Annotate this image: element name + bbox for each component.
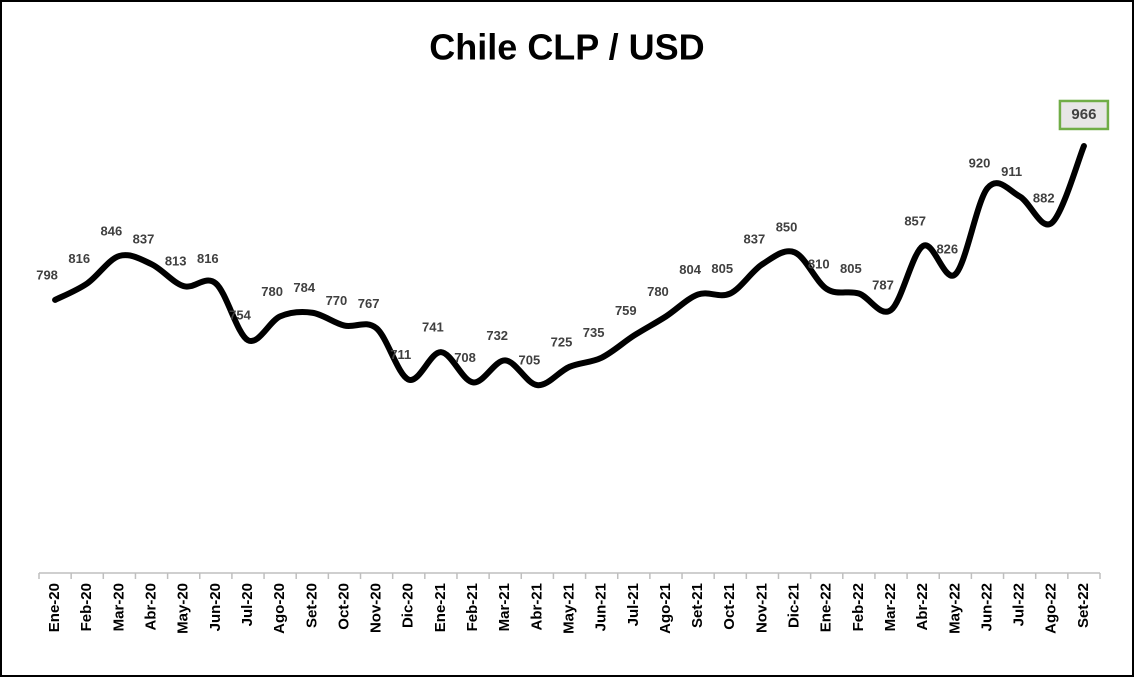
data-label: 837 xyxy=(133,232,155,247)
x-tick-label: Feb-22 xyxy=(850,583,867,631)
x-tick-label: Jul-22 xyxy=(1011,583,1028,626)
x-tick-label: Mar-20 xyxy=(110,583,127,631)
data-label: 732 xyxy=(486,328,508,343)
x-tick-label: Mar-22 xyxy=(882,583,899,631)
x-tick-label: Ene-22 xyxy=(818,583,835,632)
x-tick-label: May-20 xyxy=(175,583,192,634)
data-label: 837 xyxy=(744,232,766,247)
chart-title: Chile CLP / USD xyxy=(429,27,704,68)
data-label: 759 xyxy=(615,303,637,318)
data-label: 780 xyxy=(647,284,669,299)
data-label: 770 xyxy=(326,293,348,308)
x-tick-label: Jun-22 xyxy=(978,583,995,631)
x-tick-label: Jun-20 xyxy=(207,583,224,631)
x-tick-label: Feb-20 xyxy=(78,583,95,631)
data-label: 725 xyxy=(551,334,573,349)
x-tick-label: Jun-21 xyxy=(593,583,610,631)
data-label: 810 xyxy=(808,256,830,271)
data-label: 784 xyxy=(293,280,315,295)
x-tick-label: Ago-20 xyxy=(271,583,288,634)
data-label: 804 xyxy=(679,262,701,277)
data-label: 816 xyxy=(68,251,90,266)
data-label: 805 xyxy=(711,261,733,276)
x-tick-label: May-22 xyxy=(946,583,963,634)
highlight-box xyxy=(1058,99,1110,131)
x-tick-label: Feb-21 xyxy=(464,583,481,631)
data-label: 741 xyxy=(422,320,444,335)
data-label: 708 xyxy=(454,350,476,365)
x-tick-label: Ago-22 xyxy=(1043,583,1060,634)
data-label: 780 xyxy=(261,284,283,299)
x-tick-label: May-21 xyxy=(560,583,577,634)
x-tick-label: Abr-21 xyxy=(528,583,545,631)
x-tick-label: Jul-20 xyxy=(239,583,256,626)
data-label: 705 xyxy=(518,353,540,368)
data-label: 911 xyxy=(1001,164,1022,179)
x-tick-label: Ene-20 xyxy=(46,583,63,632)
data-label: 798 xyxy=(36,267,58,282)
x-tick-label: Abr-22 xyxy=(914,583,931,631)
data-label: 767 xyxy=(358,296,380,311)
x-tick-label: Abr-20 xyxy=(142,583,159,631)
data-label: 813 xyxy=(165,254,187,269)
x-tick-label: Nov-20 xyxy=(368,583,385,633)
x-tick-label: Ago-21 xyxy=(657,583,674,634)
data-label: 711 xyxy=(390,347,411,362)
data-label: 850 xyxy=(776,220,798,235)
x-tick-label: Set-20 xyxy=(303,583,320,628)
x-tick-label: Jul-21 xyxy=(625,583,642,626)
data-label: 846 xyxy=(101,223,123,238)
x-tick-label: Ene-21 xyxy=(432,583,449,632)
data-label: 920 xyxy=(969,156,991,171)
line xyxy=(52,142,1087,389)
data-label: 787 xyxy=(872,277,894,292)
data-label: 805 xyxy=(840,261,862,276)
x-tick-label: Set-21 xyxy=(689,583,706,628)
data-label: 882 xyxy=(1033,190,1055,205)
x-tick-label: Dic-21 xyxy=(786,583,803,628)
x-tick-label: Nov-21 xyxy=(753,583,770,633)
x-tick-label: Dic-20 xyxy=(400,583,417,628)
data-label: 966 xyxy=(1071,106,1096,123)
data-label: 826 xyxy=(936,242,958,257)
data-label: 857 xyxy=(904,213,926,228)
data-label: 816 xyxy=(197,251,219,266)
x-tick-label: Oct-21 xyxy=(721,583,738,630)
x-tick-label: Mar-21 xyxy=(496,583,513,631)
x-tick-label: Oct-20 xyxy=(335,583,352,630)
data-label: 735 xyxy=(583,325,605,340)
x-tick-label: Set-22 xyxy=(1075,583,1092,628)
data-label: 754 xyxy=(229,308,251,323)
